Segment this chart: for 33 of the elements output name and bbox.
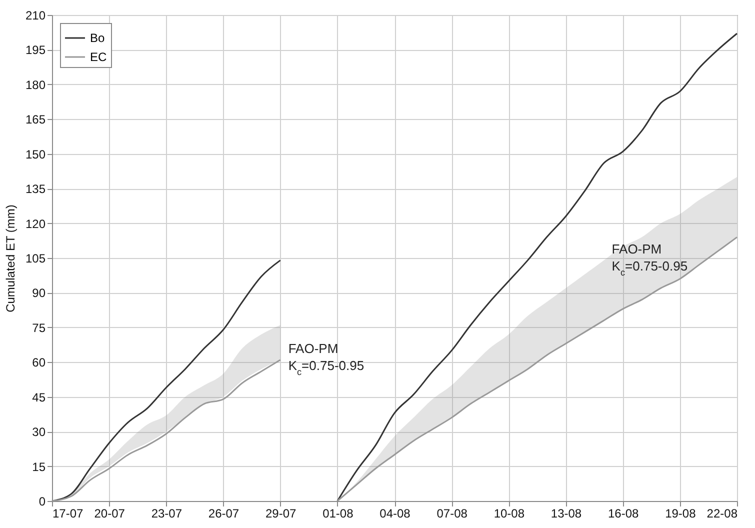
y-axis-title: Cumulated ET (mm): [3, 204, 18, 312]
y-tick-label: 15: [32, 460, 46, 474]
x-tick-label: 01-08: [322, 506, 354, 520]
y-tick-label: 120: [25, 216, 46, 231]
y-tick-label: 150: [25, 147, 46, 162]
y-tick-label: 45: [32, 390, 46, 404]
y-tick-label: 105: [25, 252, 46, 266]
annotation: FAO-PM K$_{c}$=0.75-0.95: [288, 340, 364, 377]
x-tick-label: 17-07: [52, 506, 84, 520]
y-tick-label: 90: [32, 286, 46, 300]
x-tick-label: 22-08: [706, 506, 738, 520]
x-tick-label: 20-07: [94, 506, 126, 520]
y-tick-label: 60: [32, 356, 46, 370]
annotation: FAO-PM K$_{c}$=0.75-0.95: [612, 241, 688, 278]
y-tick-label: 180: [25, 78, 46, 92]
y-tick-label: 165: [25, 112, 46, 127]
x-tick-label: 23-07: [151, 506, 182, 520]
legend-label: Bo: [90, 31, 106, 45]
y-tick-label: 75: [32, 320, 46, 335]
x-tick-label: 16-08: [608, 506, 639, 520]
y-tick-label: 135: [25, 182, 46, 196]
x-tick-label: 10-08: [494, 506, 525, 520]
x-tick-label: 07-08: [436, 506, 468, 520]
y-tick-label: 210: [25, 8, 46, 22]
y-tick-label: 195: [25, 43, 46, 58]
x-tick-label: 04-08: [380, 506, 411, 520]
legend-label: EC: [90, 50, 108, 64]
x-tick-label: 13-08: [550, 506, 582, 520]
x-tick-label: 19-08: [665, 506, 696, 520]
y-tick-label: 30: [32, 425, 46, 440]
y-tick-label: 0: [38, 494, 46, 508]
x-tick-label: 26-07: [208, 506, 240, 520]
x-tick-label: 29-07: [265, 506, 296, 520]
